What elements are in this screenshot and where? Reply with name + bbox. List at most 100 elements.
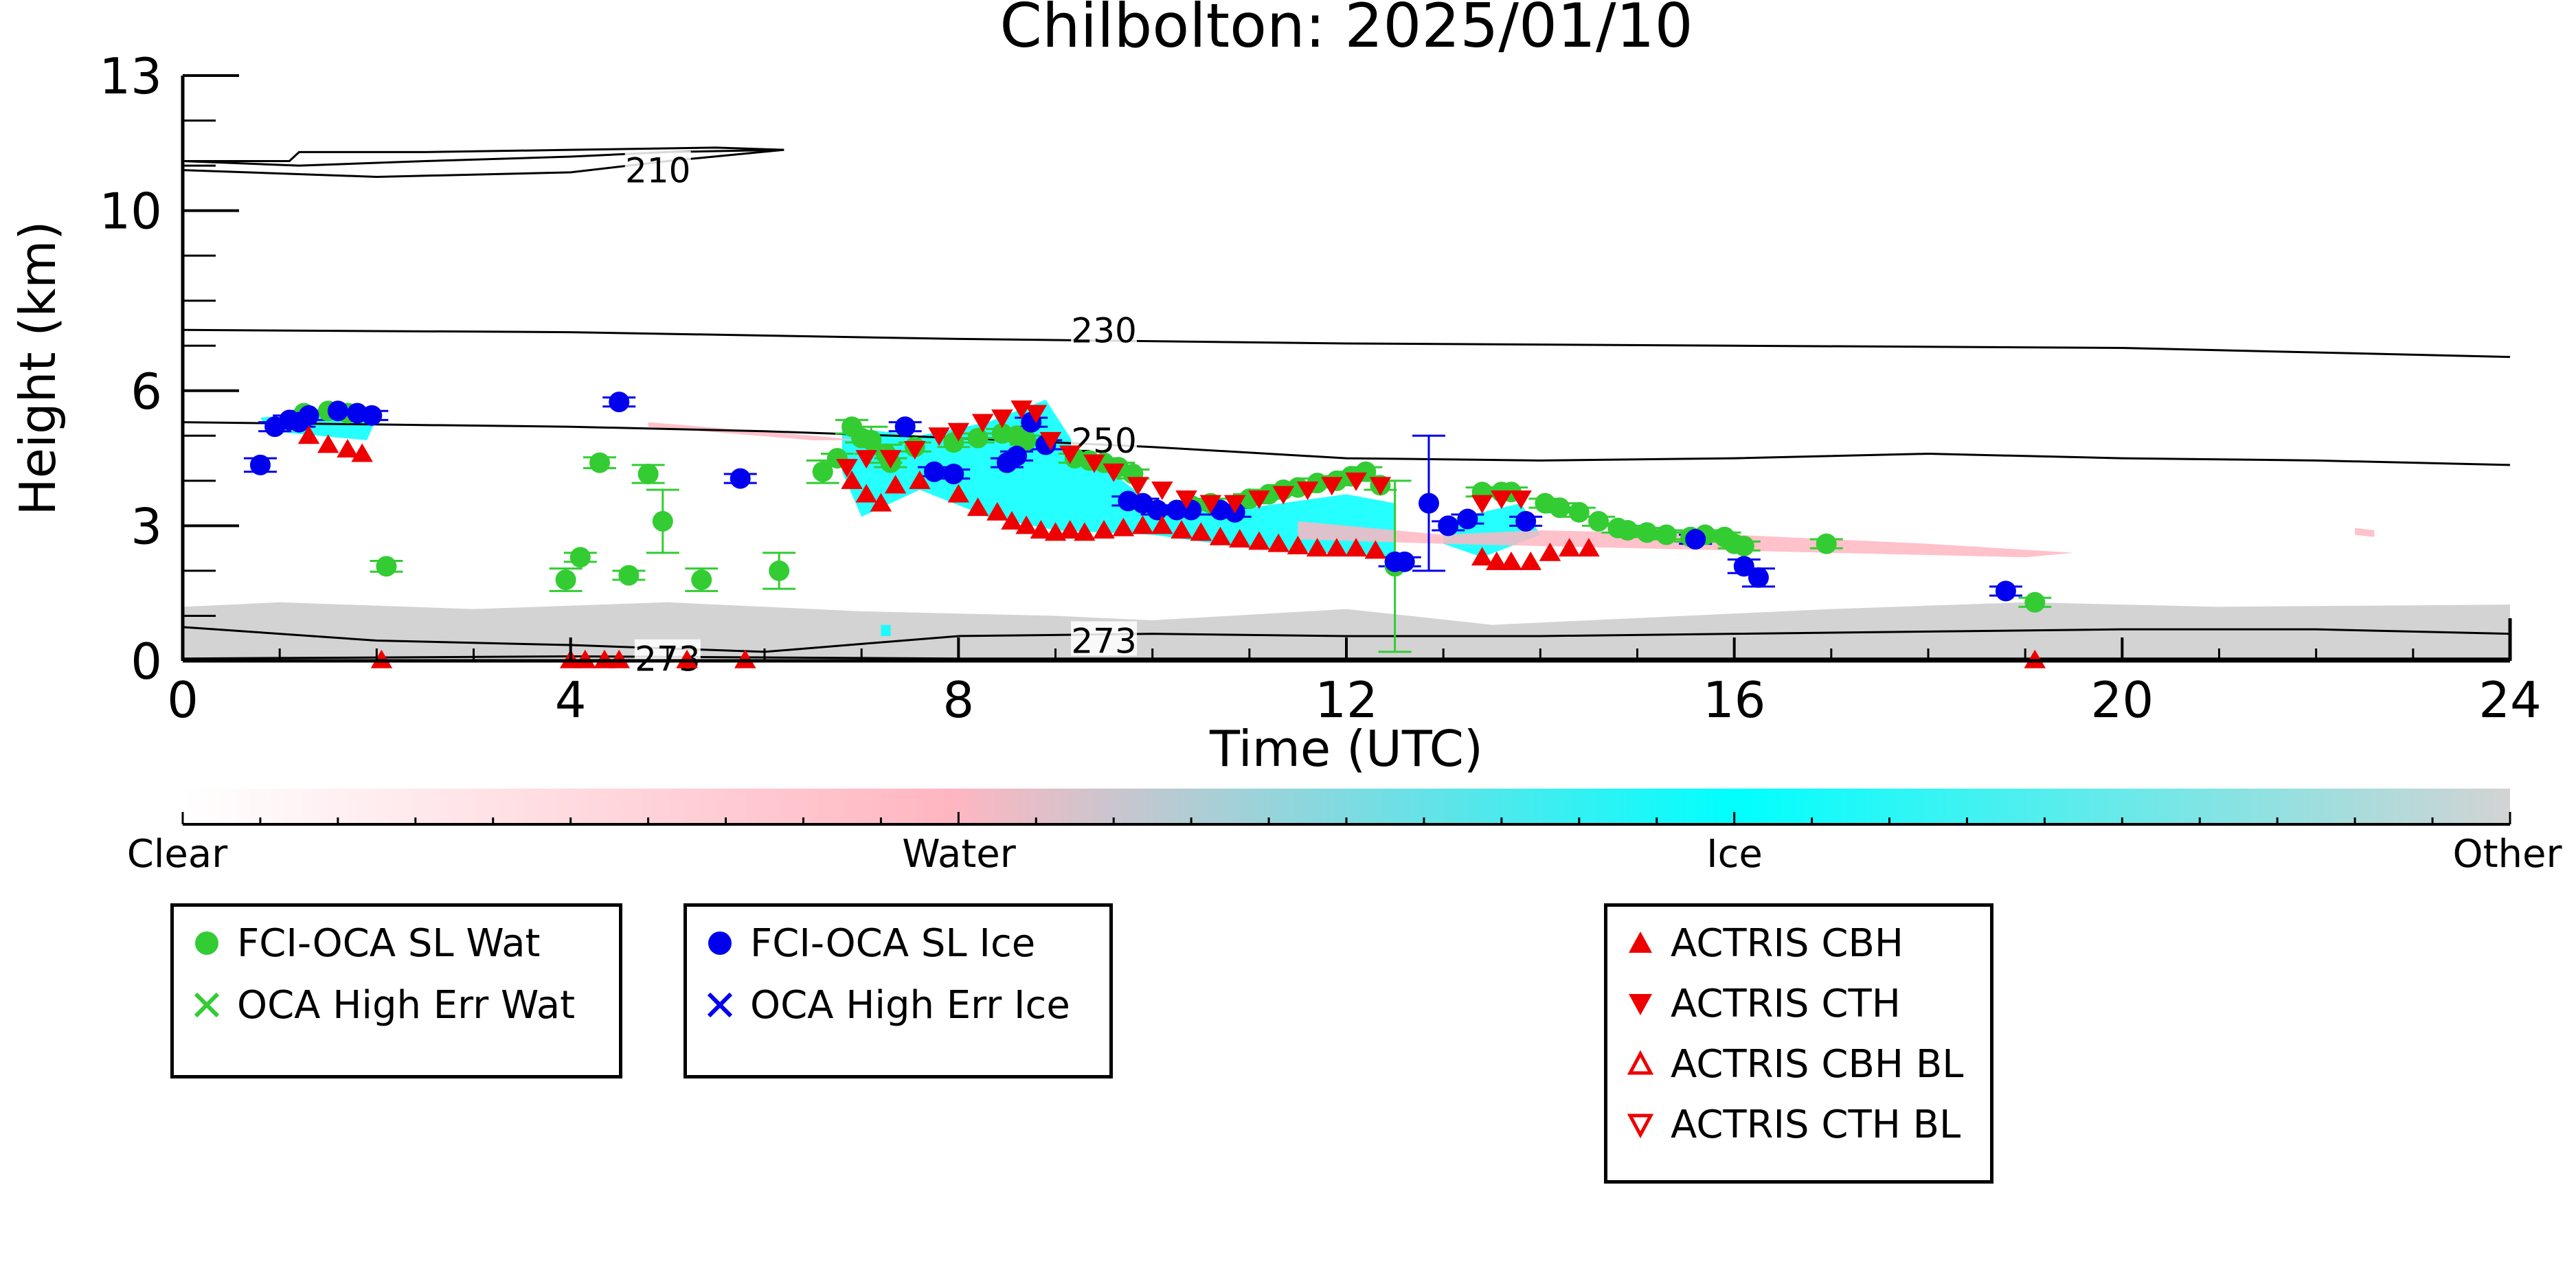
y-tick-label: 10 xyxy=(99,183,162,240)
contour-label-bg xyxy=(1071,310,1138,346)
point-fci-oca-sl-wat xyxy=(1568,501,1590,523)
point-fci-oca-sl-wat xyxy=(569,547,591,568)
legend-entry-actris-cth: ACTRIS CTH xyxy=(1620,982,1901,1026)
y-tick-label: 3 xyxy=(131,497,162,555)
point-actris-cbh xyxy=(1486,551,1508,570)
point-actris-cbh xyxy=(1539,542,1561,561)
red-triangle-up-open-icon xyxy=(1627,1050,1654,1075)
point-actris-cbh xyxy=(1059,519,1081,539)
contour-line-250 xyxy=(182,421,2511,466)
point-fci-oca-sl-wat xyxy=(1636,522,1658,543)
point-fci-oca-sl-wat xyxy=(637,464,659,485)
point-actris-cth xyxy=(1369,477,1392,496)
point-actris-cbh xyxy=(1558,538,1581,557)
x-tick-label: 16 xyxy=(1703,671,1766,729)
y-axis-label: Height (km) xyxy=(9,221,67,516)
point-fci-oca-sl-wat xyxy=(769,560,790,581)
point-fci-oca-sl-ice xyxy=(1733,556,1754,577)
point-actris-cbh xyxy=(734,649,756,668)
point-fci-oca-sl-ice xyxy=(1394,551,1415,572)
y-tick-label: 6 xyxy=(131,363,162,420)
point-actris-cbh xyxy=(1287,535,1309,554)
point-actris-cth xyxy=(1321,477,1343,496)
point-actris-cth xyxy=(928,427,950,447)
y-tick-label: 13 xyxy=(99,47,162,105)
legend-label: ACTRIS CBH xyxy=(1671,920,1904,966)
point-actris-cbh xyxy=(1519,551,1541,570)
point-fci-oca-sl-ice xyxy=(609,392,630,413)
point-actris-cth xyxy=(991,409,1013,429)
point-fci-oca-sl-ice xyxy=(361,405,383,426)
point-actris-cbh xyxy=(1345,538,1367,557)
contour-label-bg xyxy=(624,150,691,185)
point-actris-cth xyxy=(1151,481,1173,500)
point-actris-cth xyxy=(1510,490,1532,510)
point-fci-oca-sl-wat xyxy=(967,427,988,449)
point-fci-oca-sl-ice xyxy=(1418,493,1439,514)
point-fci-oca-sl-wat xyxy=(812,461,833,482)
point-fci-oca-sl-wat xyxy=(1588,510,1609,532)
legend-entry-oca-wat: FCI-OCA SL Wat xyxy=(186,921,541,966)
point-fci-oca-sl-wat xyxy=(1549,497,1570,519)
point-actris-cbh xyxy=(1326,538,1348,557)
point-fci-oca-sl-wat xyxy=(2024,591,2046,613)
red-triangle-down-open-icon xyxy=(1627,1114,1654,1139)
x-tick-label: 20 xyxy=(2091,671,2154,729)
point-actris-cbh xyxy=(1471,547,1493,566)
point-fci-oca-sl-wat xyxy=(861,429,882,451)
colorbar-label-ice: Ice xyxy=(1706,832,1763,877)
legend-label: OCA High Err Ice xyxy=(750,982,1070,1028)
point-fci-oca-sl-ice xyxy=(1515,510,1537,532)
green-circle-icon xyxy=(195,931,218,955)
point-actris-cbh xyxy=(967,497,989,517)
point-actris-cbh xyxy=(1074,522,1096,541)
point-actris-cbh xyxy=(1248,531,1270,550)
chart-title: Chilbolton: 2025/01/10 xyxy=(999,0,1693,61)
point-actris-cbh xyxy=(297,425,320,444)
point-actris-cbh xyxy=(1306,538,1329,557)
point-fci-oca-sl-ice xyxy=(1006,445,1028,466)
point-fci-oca-sl-ice xyxy=(730,468,751,489)
point-actris-cbh xyxy=(909,470,931,489)
contour-label: 210 xyxy=(625,151,690,191)
point-fci-oca-sl-wat xyxy=(589,452,611,473)
legend-label: ACTRIS CTH BL xyxy=(1671,1102,1961,1147)
point-fci-oca-sl-wat xyxy=(1816,533,1837,554)
point-fci-oca-sl-ice xyxy=(249,454,271,475)
point-actris-cbh xyxy=(884,475,907,494)
legend-label: OCA High Err Wat xyxy=(237,982,576,1028)
point-actris-cbh xyxy=(351,443,373,462)
x-tick-label: 4 xyxy=(555,671,587,729)
x-tick-label: 24 xyxy=(2478,671,2542,729)
point-actris-cbh xyxy=(947,484,970,503)
point-fci-oca-sl-wat xyxy=(1656,524,1677,545)
point-actris-cbh xyxy=(1112,517,1135,536)
point-actris-cbh xyxy=(2024,649,2046,668)
colorbar-label-water: Water xyxy=(902,832,1017,877)
point-actris-cbh xyxy=(1267,533,1289,552)
point-actris-cbh xyxy=(1171,519,1193,539)
green-x-icon xyxy=(194,992,220,1018)
contour-label-bg xyxy=(1071,621,1138,656)
legend-actris: ACTRIS CBH ACTRIS CTH ACTRIS CBH BL ACTR… xyxy=(1604,903,1993,1184)
point-actris-cbh xyxy=(1093,519,1115,539)
point-actris-cbh xyxy=(1190,522,1212,541)
point-actris-cth xyxy=(1083,454,1105,473)
point-actris-cbh xyxy=(1030,519,1052,539)
blue-x-icon xyxy=(707,992,733,1018)
axis-ticks: 0 4 8 12 16 20 24 0 3 6 10 13 xyxy=(99,47,2541,729)
point-actris-cbh xyxy=(676,649,698,668)
point-actris-cbh xyxy=(1228,529,1251,548)
classification-other xyxy=(183,602,2510,661)
point-fci-oca-sl-ice xyxy=(894,416,916,438)
point-actris-cth xyxy=(1059,445,1081,464)
point-actris-cth xyxy=(855,450,877,469)
legend-label: ACTRIS CBH BL xyxy=(1671,1041,1964,1087)
point-actris-cth xyxy=(1248,490,1270,510)
point-actris-cbh xyxy=(986,501,1008,521)
legend-entry-oca-high-err-ice: OCA High Err Ice xyxy=(699,982,1070,1028)
point-actris-cth xyxy=(1175,490,1197,510)
point-fci-oca-sl-ice xyxy=(1146,499,1168,521)
point-actris-cth xyxy=(947,422,970,442)
